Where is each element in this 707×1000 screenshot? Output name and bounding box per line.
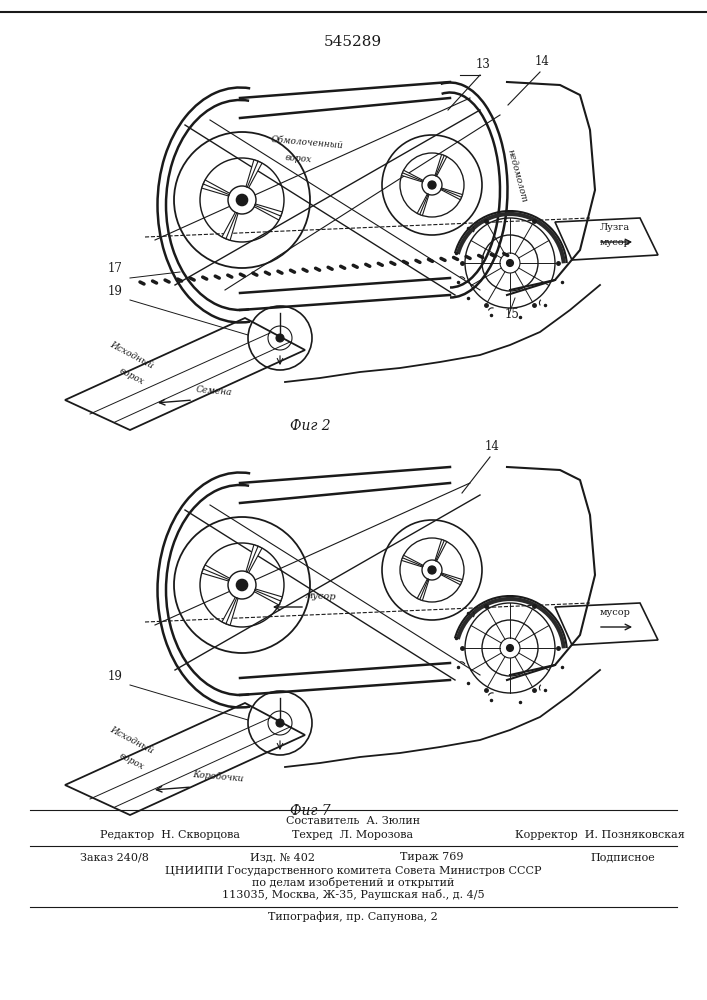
Polygon shape — [65, 703, 305, 815]
Text: Изд. № 402: Изд. № 402 — [250, 852, 315, 862]
Text: Коробочки: Коробочки — [192, 769, 244, 783]
Polygon shape — [255, 204, 282, 220]
Text: Тираж 769: Тираж 769 — [400, 852, 464, 862]
Text: 15: 15 — [505, 308, 520, 321]
Polygon shape — [201, 565, 230, 581]
Text: Составитель  А. Зюлин: Составитель А. Зюлин — [286, 816, 420, 826]
Polygon shape — [417, 194, 429, 216]
Polygon shape — [441, 188, 462, 200]
Text: 19: 19 — [108, 670, 123, 683]
Text: Обмолоченный: Обмолоченный — [270, 135, 344, 150]
Text: Техред  Л. Морозова: Техред Л. Морозова — [293, 830, 414, 840]
Text: Фиг 2: Фиг 2 — [290, 419, 330, 433]
Polygon shape — [435, 539, 447, 561]
Text: 113035, Москва, Ж-35, Раушская наб., д. 4/5: 113035, Москва, Ж-35, Раушская наб., д. … — [222, 889, 484, 900]
Text: по делам изобретений и открытий: по делам изобретений и открытий — [252, 877, 454, 888]
Circle shape — [228, 186, 256, 214]
Text: Подписное: Подписное — [590, 852, 655, 862]
Circle shape — [422, 560, 442, 580]
Text: Лузга: Лузга — [600, 223, 630, 232]
Polygon shape — [246, 545, 262, 573]
Polygon shape — [441, 573, 462, 585]
Circle shape — [236, 194, 247, 206]
Text: Семена: Семена — [195, 385, 232, 397]
Text: ворох: ворох — [285, 153, 312, 164]
Circle shape — [228, 571, 256, 599]
Polygon shape — [65, 318, 305, 430]
Polygon shape — [435, 154, 447, 176]
Text: Заказ 240/8: Заказ 240/8 — [80, 852, 149, 862]
Circle shape — [236, 579, 247, 591]
Circle shape — [422, 175, 442, 195]
Text: мусор: мусор — [305, 591, 337, 602]
Text: 545289: 545289 — [324, 35, 382, 49]
Text: мусор: мусор — [600, 238, 631, 247]
Text: недомолот: недомолот — [505, 148, 528, 203]
Polygon shape — [255, 589, 282, 605]
Polygon shape — [417, 579, 429, 601]
Polygon shape — [555, 603, 658, 645]
Text: Исходный: Исходный — [108, 724, 155, 755]
Text: Исходный: Исходный — [108, 339, 155, 370]
Polygon shape — [222, 212, 238, 240]
Text: ворох: ворох — [118, 751, 146, 772]
Circle shape — [428, 566, 436, 574]
Polygon shape — [246, 160, 262, 188]
Text: 17: 17 — [108, 262, 123, 275]
Circle shape — [276, 719, 284, 727]
Polygon shape — [402, 555, 423, 567]
Circle shape — [500, 638, 520, 658]
Text: ЦНИИПИ Государственного комитета Совета Министров СССР: ЦНИИПИ Государственного комитета Совета … — [165, 866, 542, 876]
Text: 14: 14 — [535, 55, 550, 68]
Circle shape — [500, 253, 520, 273]
Text: Типография, пр. Сапунова, 2: Типография, пр. Сапунова, 2 — [268, 911, 438, 922]
Polygon shape — [201, 180, 230, 196]
Text: Фиг 7: Фиг 7 — [290, 804, 330, 818]
Circle shape — [428, 181, 436, 189]
Text: 14: 14 — [485, 440, 500, 453]
Text: 13: 13 — [476, 58, 491, 71]
Circle shape — [506, 645, 513, 652]
Text: Корректор  И. Позняковская: Корректор И. Позняковская — [515, 830, 685, 840]
Polygon shape — [402, 170, 423, 182]
Text: ворох: ворох — [118, 366, 146, 387]
Text: мусор: мусор — [600, 608, 631, 617]
Text: Редактор  Н. Скворцова: Редактор Н. Скворцова — [100, 830, 240, 840]
Text: 19: 19 — [108, 285, 123, 298]
Polygon shape — [555, 218, 658, 260]
Polygon shape — [222, 597, 238, 625]
Circle shape — [506, 259, 513, 266]
Circle shape — [276, 334, 284, 342]
